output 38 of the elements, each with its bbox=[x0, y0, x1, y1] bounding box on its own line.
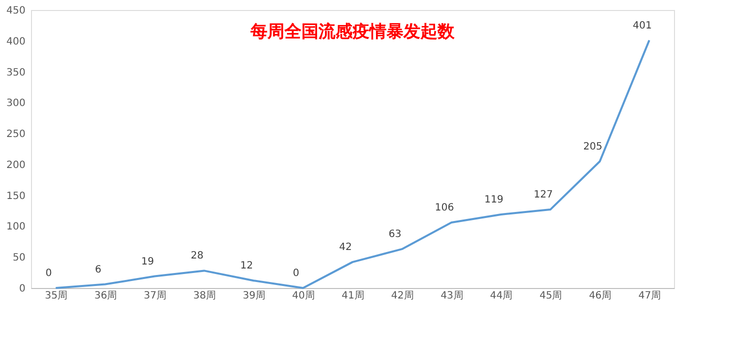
y-tick-label: 400 bbox=[6, 36, 26, 48]
y-tick-label: 150 bbox=[6, 190, 26, 202]
text: 每周全国流感疫情暴发起数 bbox=[250, 22, 456, 42]
y-tick-label: 200 bbox=[6, 160, 26, 171]
data-label: 119 bbox=[484, 194, 504, 206]
data-label: 42 bbox=[339, 242, 352, 254]
line-series bbox=[54, 39, 650, 289]
data-label: 0 bbox=[292, 268, 300, 279]
x-tick-label: 37周 bbox=[144, 290, 167, 302]
data-label: 205 bbox=[583, 141, 602, 152]
x-tick-label: 42周 bbox=[391, 290, 414, 302]
data-label: 12 bbox=[240, 260, 253, 272]
y-tick-label: 300 bbox=[6, 98, 26, 110]
data-label: 6 bbox=[95, 264, 102, 276]
x-tick-label: 46周 bbox=[588, 290, 612, 302]
y-tick-label: 450 bbox=[6, 6, 26, 16]
x-tick-label: 36周 bbox=[94, 290, 118, 302]
data-label: 401 bbox=[632, 20, 652, 32]
y-tick-label: 50 bbox=[12, 252, 26, 264]
data-label: 19 bbox=[141, 256, 154, 268]
x-tick-label: 45周 bbox=[539, 290, 562, 302]
data-label: 63 bbox=[388, 229, 402, 240]
data-label: 106 bbox=[434, 202, 454, 214]
x-tick-label: 35周 bbox=[44, 290, 68, 302]
x-tick-label: 40周 bbox=[292, 290, 315, 302]
x-tick-label: 47周 bbox=[638, 290, 662, 302]
y-tick-label: 0 bbox=[19, 284, 26, 294]
y-tick-label: 350 bbox=[6, 67, 26, 78]
x-tick-label: 38周 bbox=[193, 290, 216, 302]
y-tick-label: 100 bbox=[6, 222, 26, 233]
x-tick-label: 43周 bbox=[440, 290, 464, 302]
y-tick-label: 250 bbox=[6, 129, 26, 140]
data-label: 0 bbox=[46, 268, 52, 279]
data-label: 28 bbox=[190, 250, 204, 262]
x-tick-label: 44周 bbox=[490, 290, 513, 302]
data-label: 127 bbox=[534, 190, 553, 201]
x-tick-label: 41周 bbox=[342, 290, 364, 302]
x-tick-label: 39周 bbox=[242, 290, 266, 302]
